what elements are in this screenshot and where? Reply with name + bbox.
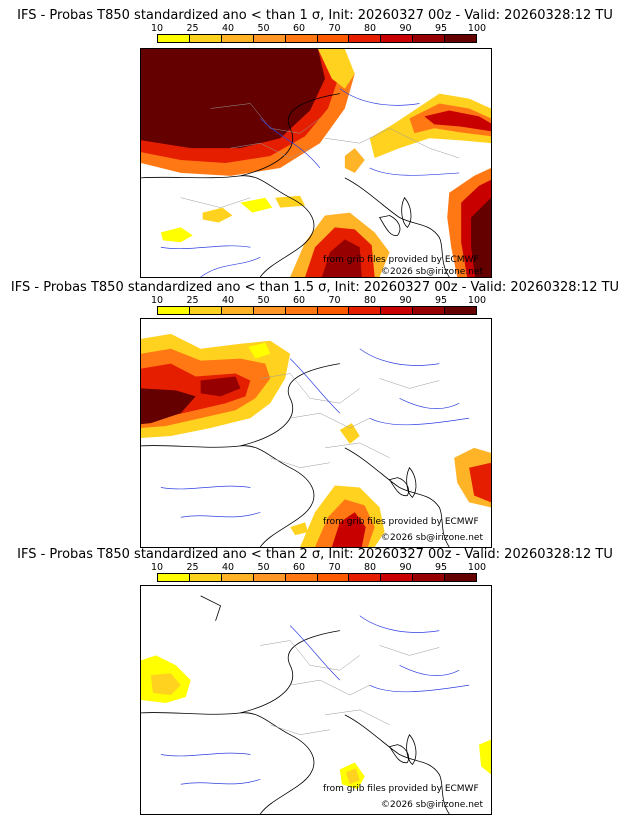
legend-tick-label: 10 xyxy=(150,23,164,34)
legend-color-segment xyxy=(253,35,286,42)
legend-tick-label: 60 xyxy=(292,295,306,306)
probability-map: from grib files provided by ECMWF ©2026 … xyxy=(140,48,492,278)
probability-shading xyxy=(141,333,491,547)
legend-color-bar xyxy=(157,573,477,582)
legend-color-segment xyxy=(317,35,350,42)
legend-tick-label: 100 xyxy=(467,295,487,306)
legend-tick-label: 90 xyxy=(399,23,412,34)
legend-color-segment xyxy=(189,35,222,42)
panel-title: IFS - Probas T850 standardized ano < tha… xyxy=(17,547,613,562)
legend-tick-label: 80 xyxy=(363,23,377,34)
credit-source: from grib files provided by ECMWF xyxy=(323,255,479,265)
legend-tick-label: 70 xyxy=(328,562,341,573)
probability-shading xyxy=(141,655,491,790)
rivers xyxy=(160,348,470,518)
legend-color-segment xyxy=(413,35,446,42)
legend-tick-label: 10 xyxy=(150,295,164,306)
panel-title: IFS - Probas T850 standardized ano < tha… xyxy=(17,8,613,23)
legend-tick-label: 90 xyxy=(399,562,412,573)
legend-tick-label: 70 xyxy=(328,23,341,34)
credit-source: from grib files provided by ECMWF xyxy=(323,784,479,794)
legend-tick-label: 70 xyxy=(328,295,341,306)
map-graphic xyxy=(141,333,491,547)
legend-color-segment xyxy=(221,307,254,314)
legend-color-segment xyxy=(285,307,318,314)
legend-color-segment xyxy=(381,35,414,42)
panel-sigma-1: IFS - Probas T850 standardized ano < tha… xyxy=(0,8,630,280)
legend-color-segment xyxy=(349,574,382,581)
legend-tick-label: 25 xyxy=(186,295,199,306)
legend-color-segment xyxy=(221,35,254,42)
legend-color-segment xyxy=(381,574,414,581)
legend-color-segment xyxy=(189,574,222,581)
probability-map: from grib files provided by ECMWF ©2026 … xyxy=(140,318,492,548)
panel-sigma-1-5: IFS - Probas T850 standardized ano < tha… xyxy=(0,280,630,550)
legend-color-segment xyxy=(285,574,318,581)
legend-tick-label: 95 xyxy=(434,23,448,34)
legend-color-segment xyxy=(381,307,414,314)
legend-tick-label: 50 xyxy=(257,562,270,573)
legend-color-segment xyxy=(445,307,477,314)
legend-color-segment xyxy=(158,574,190,581)
rivers xyxy=(160,615,470,785)
legend-color-segment xyxy=(445,35,477,42)
admin-borders xyxy=(180,103,460,208)
legend-tick-label: 40 xyxy=(221,23,235,34)
legend-color-segment xyxy=(317,307,350,314)
legend-color-bar xyxy=(157,306,477,315)
legend-color-segment xyxy=(349,307,382,314)
legend-tick-label: 40 xyxy=(221,295,235,306)
legend-color-segment xyxy=(349,35,382,42)
legend-color-segment xyxy=(189,307,222,314)
credit-copyright: ©2026 sb@irizone.net xyxy=(381,800,483,810)
legend-tick-label: 80 xyxy=(363,562,377,573)
panel-title: IFS - Probas T850 standardized ano < tha… xyxy=(10,280,620,295)
legend-color-bar xyxy=(157,34,477,43)
coastlines xyxy=(141,595,450,814)
legend-tick-label: 80 xyxy=(363,295,377,306)
legend-tick-label: 50 xyxy=(257,295,270,306)
legend-color-segment xyxy=(253,307,286,314)
legend-tick-label: 50 xyxy=(257,23,270,34)
probability-shading xyxy=(141,49,491,277)
probability-map: from grib files provided by ECMWF ©2026 … xyxy=(140,585,492,815)
legend-tick-label: 25 xyxy=(186,562,199,573)
legend-tick-label: 25 xyxy=(186,23,199,34)
panel-sigma-2: IFS - Probas T850 standardized ano < tha… xyxy=(0,547,630,817)
credit-source: from grib files provided by ECMWF xyxy=(323,517,479,527)
legend-tick-label: 40 xyxy=(221,562,235,573)
rivers xyxy=(160,88,460,277)
legend-color-segment xyxy=(158,35,190,42)
legend-tick-label: 10 xyxy=(150,562,164,573)
coastlines xyxy=(141,363,450,547)
legend-tick-label: 90 xyxy=(399,295,412,306)
map-graphic xyxy=(141,49,491,277)
legend-color-segment xyxy=(317,574,350,581)
legend-tick-label: 60 xyxy=(292,23,306,34)
legend-color-segment xyxy=(445,574,477,581)
legend-tick-label: 95 xyxy=(434,295,448,306)
legend-tick-label: 100 xyxy=(467,562,487,573)
legend-tick-label: 95 xyxy=(434,562,448,573)
probability-legend: 10 25 40 50 60 70 80 90 95 100 xyxy=(151,23,486,45)
admin-borders xyxy=(260,373,440,468)
credit-copyright: ©2026 sb@irizone.net xyxy=(381,533,483,543)
legend-color-segment xyxy=(253,574,286,581)
coastlines xyxy=(141,93,450,277)
legend-color-segment xyxy=(221,574,254,581)
probability-legend: 10 25 40 50 60 70 80 90 95 100 xyxy=(151,295,486,317)
probability-legend: 10 25 40 50 60 70 80 90 95 100 xyxy=(151,562,486,584)
legend-tick-label: 100 xyxy=(467,23,487,34)
legend-color-segment xyxy=(413,574,446,581)
legend-color-segment xyxy=(413,307,446,314)
legend-tick-label: 60 xyxy=(292,562,306,573)
credit-copyright: ©2026 sb@irizone.net xyxy=(381,267,483,277)
legend-color-segment xyxy=(158,307,190,314)
map-graphic xyxy=(141,595,491,814)
admin-borders xyxy=(260,640,440,735)
legend-color-segment xyxy=(285,35,318,42)
